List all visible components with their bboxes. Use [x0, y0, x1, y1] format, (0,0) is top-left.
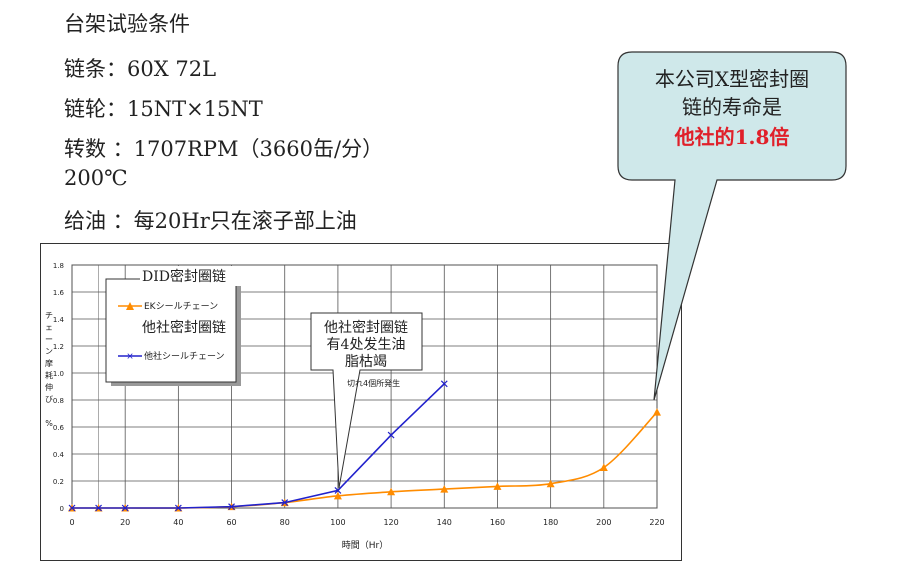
- series2-point: [228, 503, 235, 511]
- y-tick-label: 1.6: [53, 289, 65, 297]
- y-tick-label: 0: [60, 505, 64, 513]
- legend-series1-sub: 他社密封圈链: [142, 319, 226, 336]
- y-axis-title-char: ン: [45, 347, 53, 356]
- big-callout-line3: 他社的1.8倍: [674, 125, 790, 149]
- y-axis-title-char: %: [45, 419, 53, 428]
- big-callout-line1: 本公司X型密封圈: [655, 67, 809, 91]
- legend-series2-marker: ×: [126, 352, 134, 362]
- legend-header-bg: [140, 266, 244, 286]
- condition-chain: 链条：60X 72L: [64, 57, 217, 81]
- x-tick-label: 120: [383, 518, 398, 527]
- condition-lubrication: 给油 ：每20Hr只在滚子部上油: [64, 209, 357, 233]
- series1-point: [493, 482, 502, 490]
- series2-point: [281, 499, 289, 507]
- series2-point: [387, 431, 395, 439]
- note-line2: 有4处发生油: [327, 337, 406, 353]
- series2-point: [440, 380, 448, 388]
- x-tick-label: 180: [543, 518, 558, 527]
- y-axis-title-char: 伸: [45, 382, 53, 392]
- note-callout: 他社密封圈链 有4处发生油 脂枯竭 切れ4個所発生: [310, 312, 423, 489]
- y-axis-title-char: チ: [45, 311, 53, 320]
- condition-speed: 转数 ：1707RPM（3660缶/分）: [64, 137, 384, 161]
- y-tick-label: 0.8: [53, 397, 64, 405]
- x-tick-label: 200: [596, 518, 611, 527]
- y-tick-label: 1.0: [53, 370, 64, 378]
- y-tick-label: 1.8: [53, 262, 64, 270]
- series-line-1: [72, 411, 658, 509]
- series2-point: [121, 504, 129, 512]
- condition-sprocket: 链轮：15NT×15NT: [64, 97, 263, 121]
- x-tick-label: 0: [69, 518, 74, 527]
- series1-point: [440, 485, 449, 493]
- condition-temperature: 200℃: [64, 166, 128, 190]
- y-tick-label: 0.4: [53, 451, 65, 459]
- series1-point: [599, 463, 608, 471]
- y-axis-title-char: [45, 407, 53, 416]
- series2-point: [95, 504, 103, 512]
- y-tick-label: 0.2: [53, 478, 64, 486]
- big-callout-line2: 链的寿命是: [682, 95, 782, 119]
- y-tick-label: 0.6: [53, 424, 65, 432]
- legend: DID密封圈链 EKシールチェーン 他社密封圈链 × 他社シールチェーン: [105, 266, 244, 386]
- series-layer: [68, 380, 661, 512]
- series2-point: [174, 504, 182, 512]
- series1-point: [546, 479, 555, 488]
- note-line1: 他社密封圈链: [324, 319, 408, 336]
- legend-series2-label: 他社シールチェーン: [144, 350, 225, 362]
- y-axis-title-char: 摩: [45, 358, 53, 368]
- big-callout: 本公司X型密封圈 链的寿命是 他社的1.8倍: [617, 51, 847, 401]
- legend-header: DID密封圈链: [142, 268, 226, 285]
- conditions-title: 台架试验条件: [64, 12, 190, 36]
- series1-point: [387, 487, 396, 496]
- x-tick-label: 100: [330, 518, 345, 527]
- y-tick-label: 1.2: [53, 343, 64, 351]
- x-tick-label: 220: [649, 518, 664, 527]
- note-under-text: 切れ4個所発生: [347, 378, 400, 388]
- y-axis-title-char: ェ: [45, 323, 53, 332]
- series-line-2: [72, 383, 445, 509]
- y-axis-title-char: 耗: [45, 371, 53, 380]
- series2-point: [334, 487, 342, 494]
- x-tick-label: 80: [280, 518, 290, 527]
- note-line3: 脂枯竭: [345, 354, 387, 370]
- x-tick-label: 160: [490, 518, 505, 527]
- x-tick-label: 60: [226, 518, 236, 527]
- x-tick-label: 40: [173, 518, 183, 527]
- series1-point: [333, 491, 342, 500]
- x-axis-title: 時間（Hr）: [342, 540, 388, 551]
- x-tick-label: 20: [120, 518, 130, 527]
- legend-series1-label: EKシールチェーン: [144, 301, 218, 312]
- y-axis-title-char: び: [45, 395, 53, 404]
- legend-box: [105, 278, 237, 383]
- axis-layer: 0 20 40 60 80 100 120 140 160 180 200 220 0 0.2 0.4 0.6…: [53, 262, 665, 527]
- y-tick-label: 1.4: [53, 316, 65, 324]
- legend-series1-marker: [126, 302, 134, 310]
- series2-point: [68, 504, 76, 512]
- x-tick-label: 140: [437, 518, 452, 527]
- series1-point: [653, 408, 661, 416]
- y-axis-title-char: ー: [45, 335, 53, 344]
